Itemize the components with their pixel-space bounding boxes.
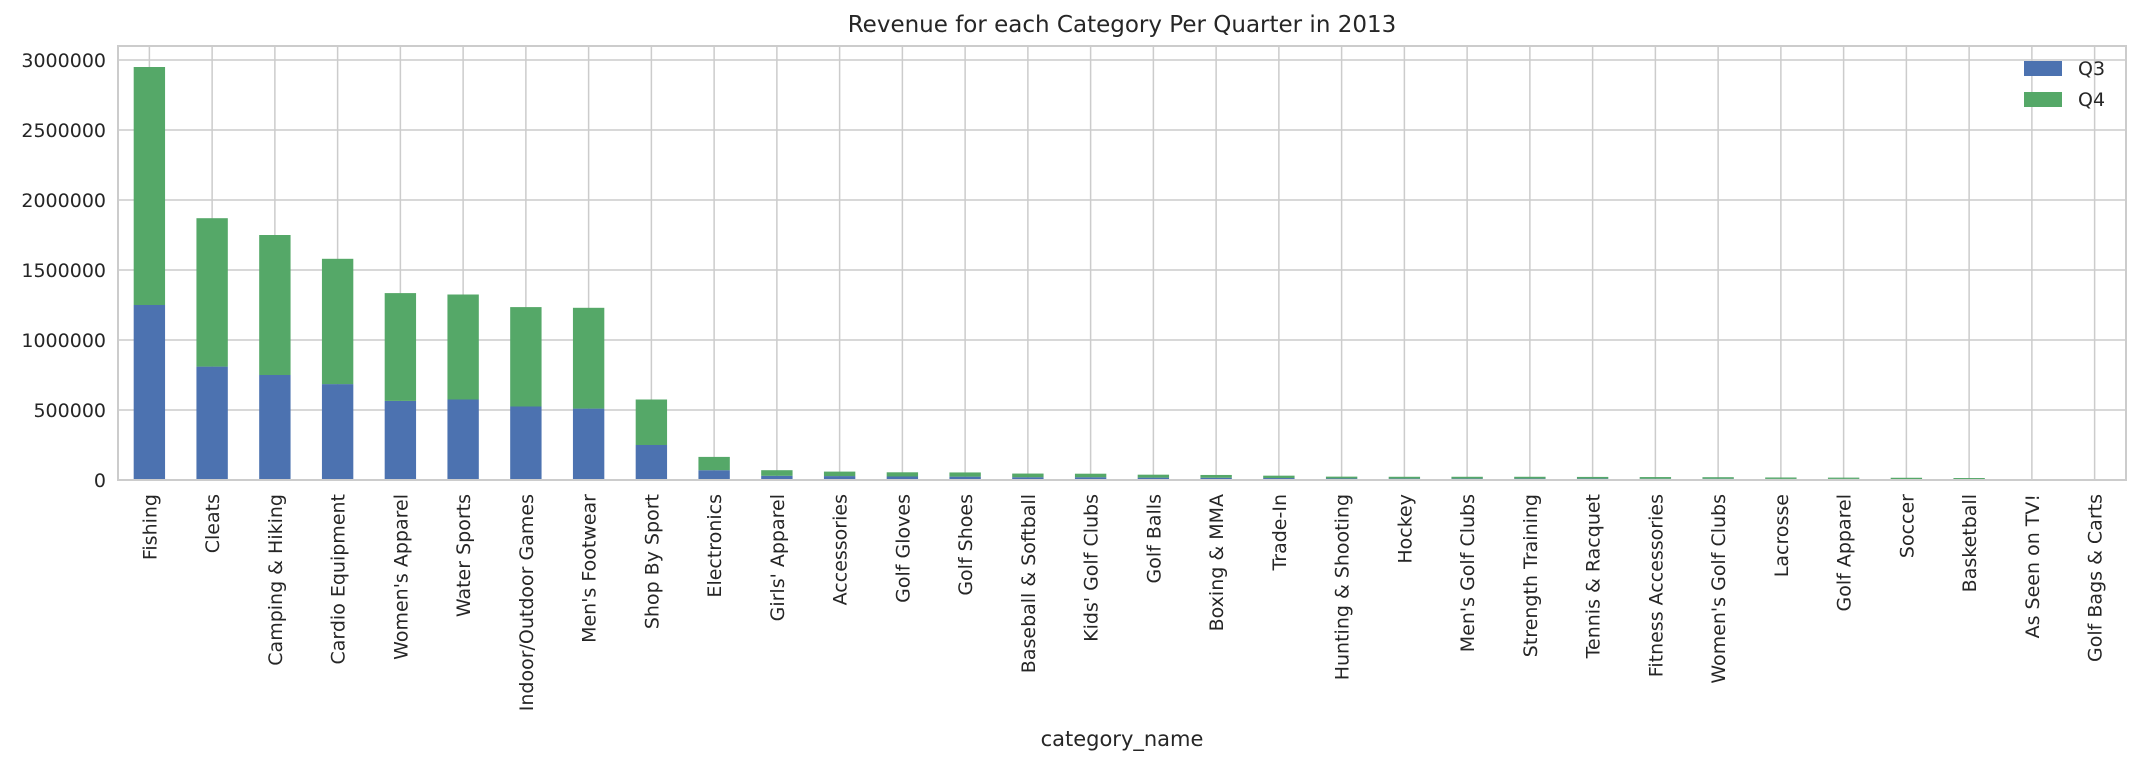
x-tick-label: Lacrosse — [1771, 494, 1793, 577]
bar-q4 — [1138, 475, 1169, 478]
x-tick-label: Indoor/Outdoor Games — [516, 494, 538, 711]
bar-q4 — [1765, 477, 1796, 478]
x-tick-label: Girls' Apparel — [767, 494, 789, 621]
bar-q4 — [636, 400, 667, 446]
bar-q3 — [134, 305, 165, 480]
bar-q4 — [447, 295, 478, 400]
bar-q3 — [510, 407, 541, 481]
x-tick-label: Golf Gloves — [892, 494, 914, 603]
legend-label-q3: Q3 — [2078, 58, 2105, 80]
bar-q3 — [573, 409, 604, 480]
bar-q4 — [1577, 477, 1608, 479]
x-tick-label: Soccer — [1896, 494, 1918, 558]
chart-title: Revenue for each Category Per Quarter in… — [848, 12, 1397, 38]
bar-q4 — [1451, 477, 1482, 479]
x-tick-label: Baseball & Softball — [1018, 494, 1040, 673]
bar-q4 — [1828, 478, 1859, 479]
bar-q3 — [196, 367, 227, 480]
y-tick-label: 500000 — [33, 400, 106, 422]
x-tick-label: Boxing & MMA — [1206, 494, 1228, 631]
bar-q3 — [322, 384, 353, 480]
x-tick-label: Kids' Golf Clubs — [1081, 494, 1103, 642]
bar-q4 — [949, 472, 980, 476]
bar-q4 — [1891, 478, 1922, 479]
bar-q4 — [1012, 474, 1043, 478]
bar-q4 — [1389, 477, 1420, 479]
bar-q4 — [322, 259, 353, 384]
bar-q4 — [698, 457, 729, 470]
bar-q3 — [447, 400, 478, 481]
bar-q4 — [573, 308, 604, 409]
legend-label-q4: Q4 — [2078, 89, 2105, 111]
plot-background — [118, 46, 2126, 480]
x-tick-label: Trade-In — [1269, 494, 1291, 572]
x-tick-label: Strength Training — [1520, 494, 1542, 657]
x-axis-title: category_name — [1041, 727, 1204, 752]
x-tick-label: Cleats — [202, 494, 224, 553]
x-tick-label: Men's Golf Clubs — [1457, 494, 1479, 652]
x-axis-ticks: Fishing Cleats Camping & Hiking Cardio Equi… — [139, 494, 2106, 711]
x-tick-label: Electronics — [704, 494, 726, 598]
x-tick-label: Fitness Accessories — [1645, 494, 1667, 677]
bar-q4 — [1702, 477, 1733, 479]
bar-q4 — [196, 218, 227, 366]
bar-q3 — [636, 445, 667, 480]
x-tick-label: Water Sports — [453, 494, 475, 617]
y-tick-label: 2000000 — [21, 190, 106, 212]
x-tick-label: Accessories — [830, 494, 852, 605]
bar-q4 — [510, 307, 541, 406]
bar-q4 — [259, 235, 290, 375]
bar-q4 — [1953, 478, 1984, 479]
y-axis-ticks: 0 500000 1000000 1500000 2000000 2500000 30000… — [21, 50, 106, 492]
legend-swatch-q4 — [2024, 92, 2062, 107]
bar-q4 — [134, 67, 165, 305]
bar-q4 — [1640, 477, 1671, 479]
bar-q4 — [1200, 475, 1231, 478]
y-tick-label: 2500000 — [21, 120, 106, 142]
bar-q4 — [761, 470, 792, 476]
bar-q4 — [1514, 477, 1545, 479]
bar-q4 — [1263, 476, 1294, 478]
x-tick-label: Women's Apparel — [390, 494, 412, 660]
x-tick-label: Men's Footwear — [579, 494, 601, 643]
x-tick-label: Fishing — [139, 494, 161, 560]
x-tick-label: Hunting & Shooting — [1332, 494, 1354, 680]
x-tick-label: Cardio Equipment — [328, 494, 350, 665]
y-tick-label: 3000000 — [21, 50, 106, 72]
y-tick-label: 0 — [94, 470, 106, 492]
bar-q4 — [887, 472, 918, 476]
x-tick-label: As Seen on TV! — [2022, 494, 2044, 638]
x-tick-label: Golf Apparel — [1834, 494, 1856, 611]
bar-q4 — [385, 293, 416, 401]
y-tick-label: 1500000 — [21, 260, 106, 282]
x-tick-label: Golf Balls — [1143, 494, 1165, 584]
bar-q3 — [698, 470, 729, 480]
x-tick-label: Golf Shoes — [955, 494, 977, 596]
x-tick-label: Shop By Sport — [641, 494, 663, 629]
x-tick-label: Hockey — [1394, 494, 1416, 564]
y-tick-label: 1000000 — [21, 330, 106, 352]
x-tick-label: Golf Bags & Carts — [2085, 494, 2107, 662]
bar-q4 — [824, 472, 855, 476]
x-tick-label: Tennis & Racquet — [1583, 494, 1605, 659]
x-tick-label: Camping & Hiking — [265, 494, 287, 666]
x-tick-label: Basketball — [1959, 494, 1981, 592]
bar-q4 — [1326, 477, 1357, 479]
x-tick-label: Women's Golf Clubs — [1708, 494, 1730, 684]
bar-q3 — [259, 375, 290, 480]
legend-swatch-q3 — [2024, 61, 2062, 76]
bar-q4 — [1075, 474, 1106, 478]
bar-q3 — [385, 401, 416, 480]
